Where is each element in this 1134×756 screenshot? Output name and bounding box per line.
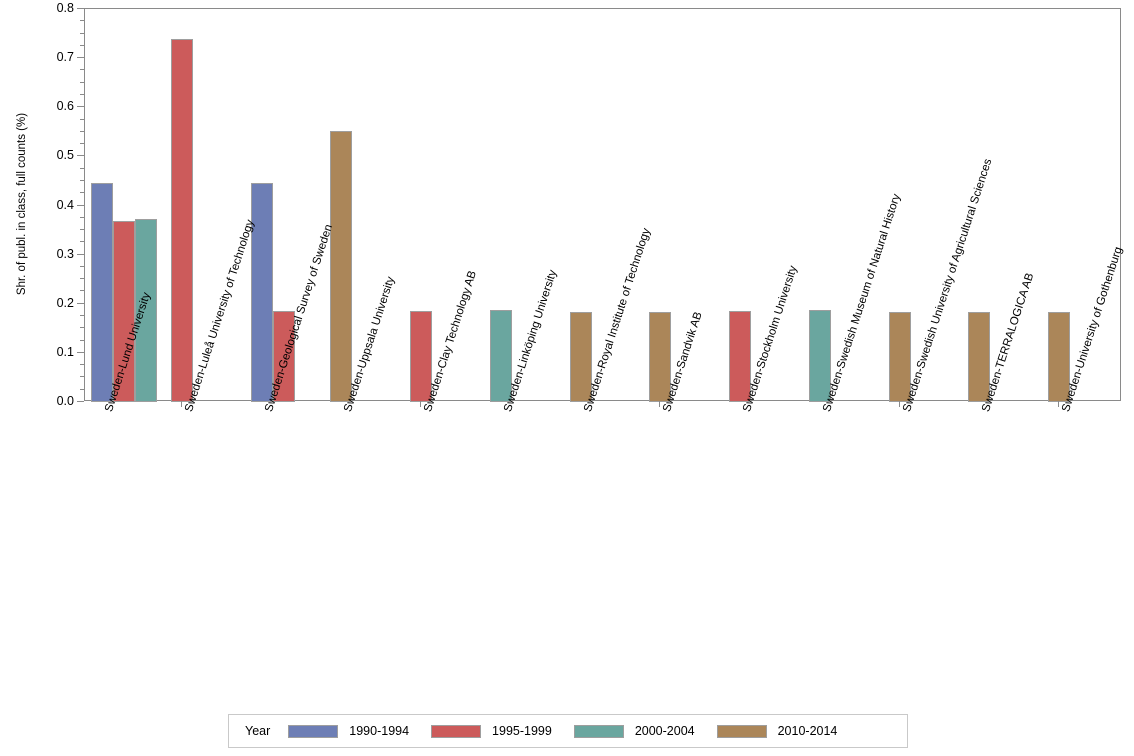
legend-label: 1995-1999 (492, 724, 552, 738)
legend-label: 2000-2004 (634, 724, 695, 738)
legend-label: 2010-2014 (777, 724, 838, 738)
y-tick-minor (80, 179, 84, 181)
y-tick-minor (80, 167, 84, 169)
y-tick-label: 0.8 (56, 1, 74, 15)
legend: Year 1990-1994 1995-1999 2000-2004 2010-201… (228, 714, 908, 748)
y-tick-major (77, 253, 84, 255)
y-tick-minor (80, 130, 84, 132)
x-tick (180, 401, 182, 407)
bar (170, 38, 193, 402)
legend-entries: 1990-1994 1995-1999 2000-2004 2010-2014 (288, 724, 859, 738)
bar (888, 312, 911, 402)
legend-swatch-icon (288, 724, 339, 738)
x-tick (1058, 401, 1060, 407)
bar (808, 310, 831, 402)
y-tick-minor (80, 216, 84, 218)
y-tick-minor (80, 93, 84, 95)
legend-entry[interactable]: 1995-1999 (431, 724, 552, 738)
bar (489, 310, 512, 402)
y-tick-label: 0.6 (56, 99, 74, 114)
legend-swatch-icon (573, 724, 624, 738)
y-tick-minor (80, 376, 84, 378)
y-tick-label: 0.2 (56, 295, 74, 310)
y-tick-minor (80, 388, 84, 390)
y-tick-label: 0.7 (56, 50, 74, 65)
y-tick-major (77, 155, 84, 157)
y-tick-major (77, 57, 84, 59)
y-tick-minor (80, 32, 84, 34)
y-tick-major (77, 106, 84, 108)
bar (91, 183, 113, 402)
y-tick-minor (80, 192, 84, 194)
y-tick-label: 0.3 (56, 246, 74, 261)
y-tick-major (77, 204, 84, 206)
y-tick-minor (80, 241, 84, 243)
x-tick (420, 401, 422, 407)
y-tick-label: 0.5 (56, 148, 74, 163)
y-tick-major (77, 302, 84, 304)
bar (410, 311, 433, 402)
y-tick-minor (80, 118, 84, 120)
bar (968, 312, 991, 402)
bar (569, 312, 592, 402)
legend-label: 1990-1994 (349, 724, 410, 738)
bar (729, 311, 752, 402)
plot-area (84, 8, 1121, 402)
y-tick-minor (80, 327, 84, 329)
y-tick-label: 0.4 (56, 197, 74, 212)
legend-title: Year (245, 724, 271, 738)
y-tick-minor (80, 315, 84, 317)
y-tick-major (77, 351, 84, 353)
y-axis-title: Shr. of publ. in class, full counts (%) (16, 112, 28, 296)
bar (250, 183, 273, 402)
y-tick-minor (80, 364, 84, 366)
bar (135, 219, 157, 402)
y-tick-minor (80, 278, 84, 280)
bar (649, 312, 672, 402)
y-tick-minor (80, 229, 84, 231)
bar (1048, 312, 1071, 402)
y-tick-minor (80, 143, 84, 145)
bar (272, 311, 295, 402)
legend-swatch-icon (716, 724, 767, 738)
y-tick-minor (80, 44, 84, 46)
legend-swatch-icon (431, 724, 482, 738)
x-tick (659, 401, 661, 407)
x-tick (898, 401, 900, 407)
y-tick-major (77, 401, 84, 402)
legend-entry[interactable]: 1990-1994 (288, 724, 409, 738)
bar (113, 221, 135, 402)
legend-entry[interactable]: 2010-2014 (716, 724, 838, 738)
y-tick-minor (80, 339, 84, 341)
y-tick-minor (80, 265, 84, 267)
bar (330, 131, 353, 402)
y-tick-minor (80, 290, 84, 292)
y-tick-minor (80, 20, 84, 22)
y-tick-label: 0.1 (56, 344, 74, 359)
y-tick-minor (80, 81, 84, 83)
legend-entry[interactable]: 2000-2004 (573, 724, 695, 738)
y-tick-minor (80, 69, 84, 71)
y-tick-label: 0.0 (56, 394, 74, 408)
y-tick-major (77, 8, 84, 9)
